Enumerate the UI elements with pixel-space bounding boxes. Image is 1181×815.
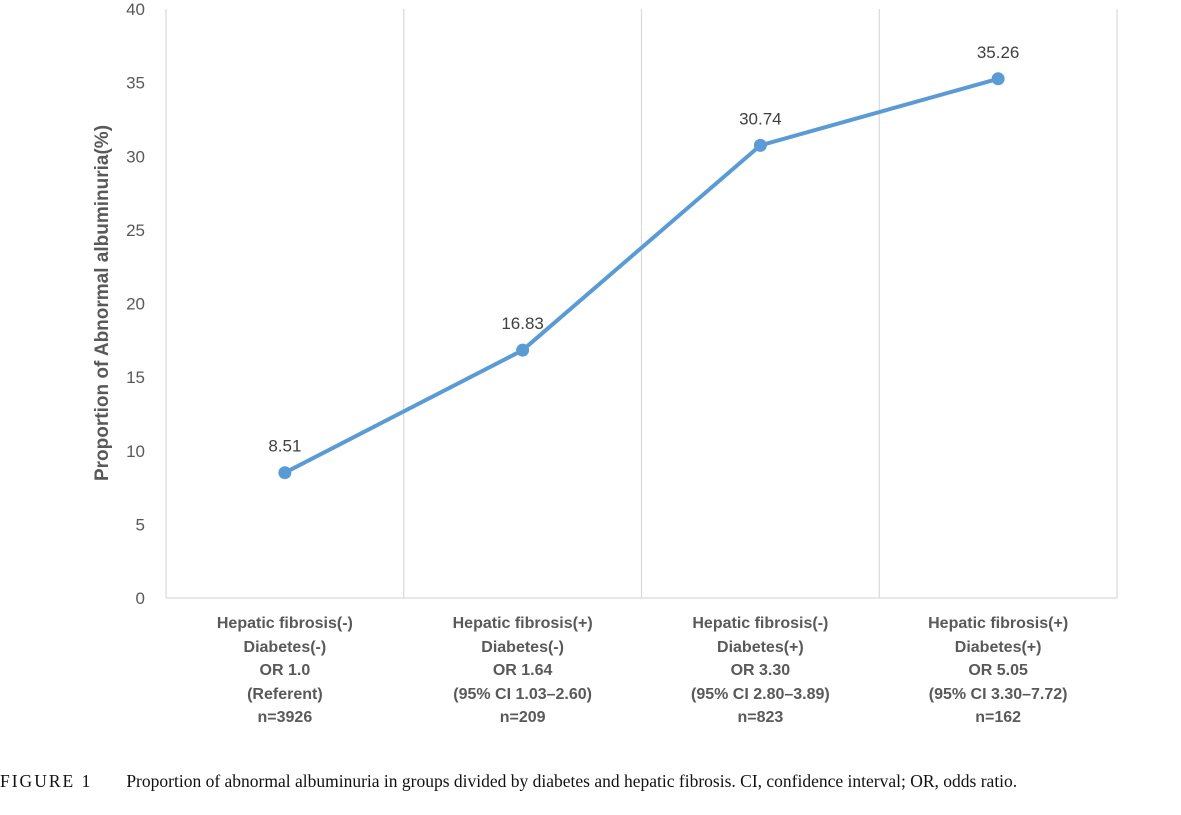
x-category-line: Hepatic fibrosis(-)	[692, 615, 829, 632]
y-tick-label: 30	[126, 147, 145, 166]
data-label: 30.74	[739, 109, 782, 128]
x-category-line: OR 1.64	[492, 662, 553, 679]
series-line-group	[278, 72, 1005, 480]
data-label: 16.83	[501, 314, 544, 333]
gridlines	[165, 9, 1118, 598]
data-labels: 8.51 16.83 30.74 35.26	[268, 43, 1019, 456]
data-label: 8.51	[268, 437, 301, 456]
y-tick-label: 35	[126, 74, 145, 93]
y-tick-label: 15	[126, 368, 145, 387]
x-category-line: OR 3.30	[730, 662, 791, 679]
data-label: 35.26	[977, 43, 1020, 62]
y-tick-label: 25	[126, 221, 145, 240]
x-category-line: Diabetes(+)	[717, 638, 804, 656]
x-category-line: OR 1.0	[259, 662, 311, 679]
y-tick-label: 5	[136, 515, 145, 534]
x-category-line: n=162	[975, 709, 1022, 726]
x-category-line: Diabetes(+)	[954, 638, 1042, 656]
x-category-line: n=209	[499, 709, 546, 726]
x-category-line: n=823	[737, 709, 784, 726]
x-category-label: Hepatic fibrosis(-) Diabetes(-) OR 1.0 (Ref…	[170, 612, 400, 730]
x-category-label: Hepatic fibrosis(-) Diabetes(+) OR 3.30 (95…	[645, 612, 875, 730]
x-category-line: Hepatic fibrosis(+)	[928, 615, 1069, 632]
figure-caption: FIGURE 1 Proportion of abnormal albuminur…	[0, 768, 1181, 794]
x-category-line: (95% CI 2.80–3.89)	[691, 685, 830, 703]
x-category-line: Hepatic fibrosis(+)	[452, 615, 593, 632]
y-tick-label: 40	[126, 0, 145, 19]
data-point	[753, 138, 767, 152]
x-category-line: (95% CI 1.03–2.60)	[453, 685, 592, 703]
y-tick-label: 10	[126, 442, 145, 461]
y-tick-label: 20	[126, 295, 145, 314]
x-category-line: OR 5.05	[968, 662, 1028, 679]
y-tick-label: 0	[136, 589, 145, 608]
x-category-line: (Referent)	[247, 685, 323, 703]
data-point	[991, 72, 1005, 86]
x-category-line: Diabetes(-)	[243, 638, 327, 656]
x-category-line: (95% CI 3.30–7.72)	[928, 685, 1068, 703]
data-point	[278, 466, 292, 480]
x-category-label: Hepatic fibrosis(+) Diabetes(+) OR 5.05 (95…	[883, 612, 1113, 730]
x-category-line: Hepatic fibrosis(-)	[216, 615, 353, 632]
caption-text: Proportion of abnormal albuminuria in gr…	[126, 771, 1018, 791]
figure-label: FIGURE 1	[0, 771, 93, 791]
x-category-line: n=3926	[257, 709, 313, 726]
y-axis-label: Proportion of Abnormal albuminuria(%)	[92, 125, 113, 481]
x-category-line: Diabetes(-)	[481, 638, 564, 656]
x-category-label: Hepatic fibrosis(+) Diabetes(-) OR 1.64 (95…	[408, 612, 638, 730]
y-axis-ticks: 0 5 10 15 20 25 30 35 40	[126, 0, 145, 608]
data-point	[516, 343, 530, 357]
series-line	[283, 76, 999, 475]
line-chart: 0 5 10 15 20 25 30 35 40 Proportion of Abnormal …	[92, 0, 1118, 608]
